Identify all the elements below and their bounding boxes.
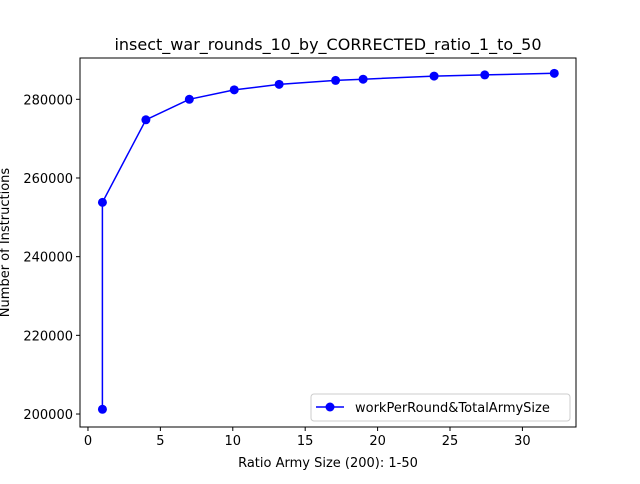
legend-marker-swatch: [325, 402, 335, 412]
y-tick-label: 200000: [23, 408, 73, 423]
x-tick-label: 30: [514, 434, 531, 449]
legend-box: [310, 393, 571, 422]
x-tick-label: 0: [84, 434, 92, 449]
data-point: [429, 71, 439, 81]
x-axis-title: Ratio Army Size (200): 1-50: [238, 456, 418, 471]
data-point: [141, 115, 151, 125]
chart-title: insect_war_rounds_10_by_CORRECTED_ratio_…: [114, 35, 541, 55]
y-tick-label: 240000: [23, 251, 73, 266]
plot-frame: [79, 57, 577, 428]
data-point: [97, 404, 107, 414]
data-point: [331, 75, 341, 85]
y-tick-label: 260000: [23, 172, 73, 187]
data-point: [184, 94, 194, 104]
x-axis: 0 5 10 15 20 25 30: [84, 427, 531, 449]
data-point: [97, 197, 107, 207]
x-tick-label: 10: [225, 434, 242, 449]
data-point: [358, 74, 368, 84]
y-tick-label: 220000: [23, 329, 73, 344]
y-axis: 200000 220000 240000 260000 280000: [23, 93, 80, 423]
x-tick-label: 5: [156, 434, 164, 449]
legend-label: workPerRound&TotalArmySize: [355, 401, 550, 416]
data-point: [274, 79, 284, 89]
y-tick-label: 280000: [23, 93, 73, 108]
x-tick-label: 25: [442, 434, 459, 449]
x-tick-label: 15: [297, 434, 314, 449]
series-layer: [97, 68, 559, 414]
legend: workPerRound&TotalArmySize: [310, 393, 571, 422]
data-point: [229, 85, 239, 95]
data-point: [480, 70, 490, 80]
x-tick-label: 20: [369, 434, 386, 449]
data-point: [549, 68, 559, 78]
y-axis-title: Number of Instructions: [0, 168, 13, 318]
